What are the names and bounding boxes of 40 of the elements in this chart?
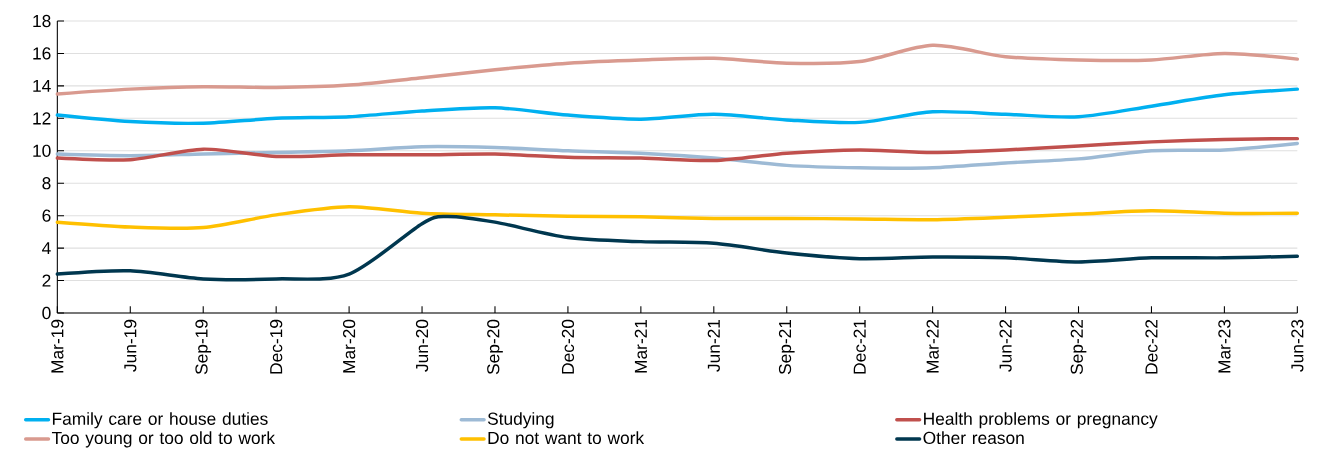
legend-label: Do not want to work bbox=[488, 431, 645, 445]
y-tick-label: 18 bbox=[33, 14, 51, 28]
x-tick-label: Dec-19 bbox=[270, 319, 283, 374]
x-tick-label: Jun-23 bbox=[1291, 319, 1304, 372]
legend-label: Family care or house duties bbox=[52, 412, 268, 429]
y-tick-label: 10 bbox=[33, 144, 51, 157]
x-tick-label: Sep-19 bbox=[195, 319, 212, 375]
x-tick-label: Mar-19 bbox=[51, 319, 64, 373]
y-tick-label: 0 bbox=[42, 306, 51, 320]
line-series bbox=[55, 87, 1300, 126]
y-tick-label: 14 bbox=[33, 79, 51, 92]
y-tick-label: 4 bbox=[42, 242, 51, 255]
x-tick-label: Jun-20 bbox=[415, 319, 429, 372]
line-series bbox=[55, 43, 1300, 96]
x-tick-label: Sep-21 bbox=[778, 319, 795, 375]
x-tick-label: Dec-22 bbox=[1145, 319, 1158, 374]
y-tick-label: 2 bbox=[42, 274, 51, 287]
x-tick-label: Mar-22 bbox=[926, 319, 939, 373]
x-tick-label: Jun-21 bbox=[707, 319, 720, 372]
y-tick-label: 8 bbox=[42, 177, 51, 190]
x-tick-label: Dec-21 bbox=[853, 319, 866, 374]
legend-label: Studying bbox=[487, 412, 554, 429]
y-tick-label: 16 bbox=[33, 47, 51, 60]
x-tick-label: Jun-19 bbox=[124, 319, 137, 372]
legend-label: Too young or too old to work bbox=[51, 431, 276, 448]
y-tick-label: 6 bbox=[42, 209, 51, 222]
x-tick-label: Sep-20 bbox=[487, 319, 503, 375]
x-tick-label: Jun-22 bbox=[999, 319, 1012, 372]
line-series bbox=[55, 205, 1300, 231]
line-series bbox=[55, 136, 1300, 163]
x-tick-label: Mar-20 bbox=[342, 319, 356, 373]
x-tick-label: Mar-21 bbox=[634, 319, 647, 373]
x-tick-label: Mar-23 bbox=[1218, 319, 1231, 373]
legend-label: Health problems or pregnancy bbox=[924, 412, 1158, 429]
line-series bbox=[55, 141, 1300, 170]
x-tick-label: Sep-22 bbox=[1070, 319, 1087, 375]
line-series bbox=[55, 214, 1300, 282]
y-tick-label: 12 bbox=[33, 112, 51, 125]
x-tick-label: Dec-20 bbox=[561, 319, 575, 374]
legend-label: Other reason bbox=[923, 431, 1024, 445]
